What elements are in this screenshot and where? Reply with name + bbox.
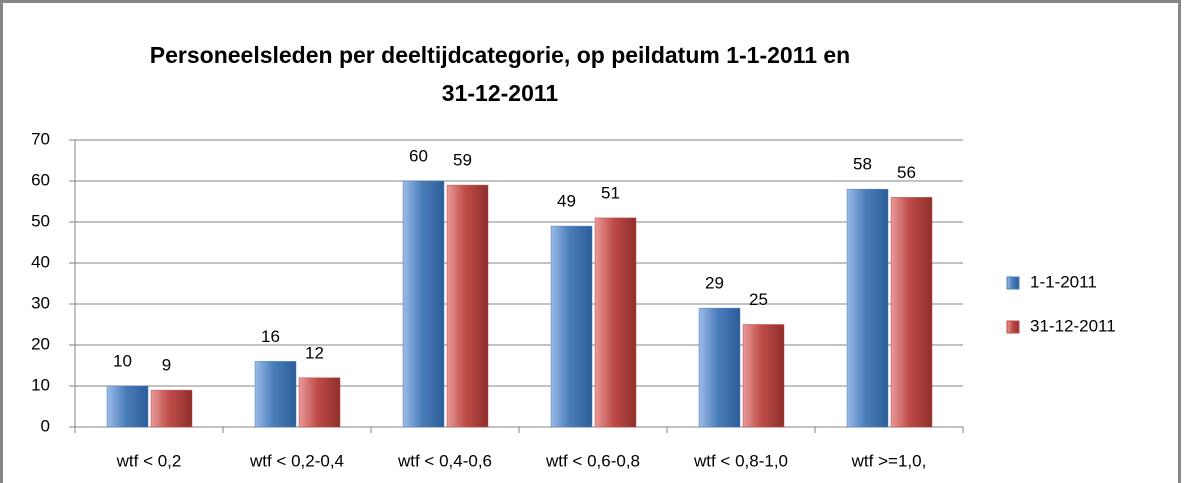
bar [298,377,341,428]
value-label: 58 [853,155,872,174]
legend-label: 31-12-2011 [1030,316,1116,335]
bar [150,389,193,428]
x-tick-label: wtf < 0,6-0,8 [545,451,640,470]
bar [594,217,637,428]
legend-label: 1-1-2011 [1030,272,1097,291]
x-tick-label: wtf < 0,8-1,0 [693,451,788,470]
y-tick-label: 0 [41,416,50,435]
y-tick-label: 30 [31,293,50,312]
legend-marker [1006,276,1020,290]
value-label: 60 [409,146,428,165]
bar [446,184,489,428]
x-tick-label: wtf < 0,2-0,4 [249,451,344,470]
value-label: 16 [261,327,280,346]
value-label: 12 [305,343,324,362]
x-tick-label: wtf < 0,2 [116,451,182,470]
y-tick-label: 10 [31,375,50,394]
value-label: 10 [113,351,132,370]
bar [742,324,785,428]
bar [254,361,297,428]
x-tick-label: wtf >=1,0, [851,451,927,470]
value-label: 9 [162,356,171,375]
value-label: 49 [557,192,576,211]
y-tick-label: 40 [31,252,50,271]
value-label: 59 [453,151,472,170]
y-tick-label: 20 [31,334,50,353]
bar [698,307,741,428]
y-tick-label: 60 [31,170,50,189]
y-tick-label: 70 [31,129,50,148]
x-tick-label: wtf < 0,4-0,6 [397,451,492,470]
bar [106,385,149,428]
legend-marker [1006,320,1020,334]
value-label: 51 [601,183,620,202]
value-label: 25 [749,290,768,309]
value-label: 29 [705,274,724,293]
bar [402,180,445,428]
bar [890,197,933,428]
y-tick-label: 50 [31,211,50,230]
chart-title: Personeelsleden per deeltijdcategorie, o… [149,42,851,106]
bar [550,225,593,428]
bar [846,188,889,428]
value-label: 56 [897,163,916,182]
